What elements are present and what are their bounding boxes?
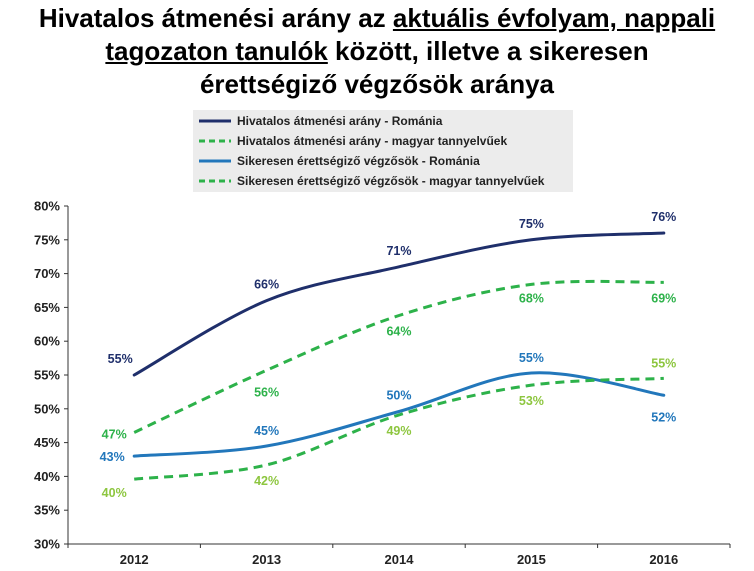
data-label: 53% — [519, 394, 544, 408]
data-label: 69% — [651, 291, 676, 305]
x-tick-label: 2014 — [385, 552, 415, 567]
data-label: 47% — [102, 427, 127, 441]
data-label: 40% — [102, 486, 127, 500]
y-tick-label: 40% — [34, 469, 60, 484]
y-tick-label: 80% — [34, 199, 60, 214]
legend-label-1: Hivatalos átmenési arány - magyar tannye… — [237, 134, 508, 148]
data-label: 66% — [254, 278, 279, 292]
title-part-2: aktuális évfolyam, nappali — [392, 3, 716, 33]
x-tick-label: 2015 — [517, 552, 546, 567]
data-label: 52% — [651, 410, 676, 424]
data-label: 56% — [254, 385, 279, 399]
series-line-0 — [132, 231, 666, 377]
legend-swatch-2 — [199, 159, 231, 163]
y-tick-label: 75% — [34, 232, 60, 247]
data-label: 68% — [519, 291, 544, 305]
data-label: 75% — [519, 217, 544, 231]
legend-label-3: Sikeresen érettségiző végzősök - magyar … — [237, 174, 545, 188]
data-label: 55% — [651, 356, 676, 370]
data-label: 49% — [386, 424, 411, 438]
title-part-4: között, illetve a sikeresen — [327, 36, 649, 66]
x-tick-label: 2013 — [252, 552, 281, 567]
y-tick-label: 45% — [34, 435, 60, 450]
title-part-1: Hivatalos átmenési arány az — [38, 3, 393, 33]
chart-legend: Hivatalos átmenési arány - Románia Hivat… — [193, 110, 573, 192]
series-line-1 — [133, 279, 664, 434]
x-tick-label: 2016 — [649, 552, 678, 567]
legend-entry-1: Hivatalos átmenési arány - magyar tannye… — [199, 131, 507, 151]
y-tick-label: 70% — [34, 266, 60, 281]
legend-entry-3: Sikeresen érettségiző végzősök - magyar … — [199, 171, 544, 191]
y-tick-label: 65% — [34, 300, 60, 315]
chart-title: Hivatalos átmenési arány az aktuális évf… — [0, 2, 754, 101]
data-label: 45% — [254, 424, 279, 438]
y-tick-label: 35% — [34, 503, 60, 518]
legend-swatch-1 — [199, 139, 231, 143]
series-line-2 — [132, 371, 666, 458]
legend-swatch-0 — [199, 119, 231, 123]
data-label: 43% — [100, 450, 125, 464]
data-label: 55% — [108, 352, 133, 366]
data-label: 42% — [254, 474, 279, 488]
series-line-3 — [134, 376, 664, 481]
y-tick-label: 30% — [34, 537, 60, 552]
x-tick-label: 2012 — [120, 552, 149, 567]
y-tick-label: 50% — [34, 401, 60, 416]
legend-entry-0: Hivatalos átmenési arány - Románia — [199, 111, 442, 131]
data-label: 55% — [519, 351, 544, 365]
legend-swatch-3 — [199, 179, 231, 183]
data-label: 64% — [386, 325, 411, 339]
data-label: 71% — [386, 244, 411, 258]
legend-entry-2: Sikeresen érettségiző végzősök - Románia — [199, 151, 480, 171]
data-label: 76% — [651, 210, 676, 224]
title-part-5: érettségiző végzősök aránya — [199, 69, 555, 99]
y-tick-label: 60% — [34, 334, 60, 349]
legend-label-2: Sikeresen érettségiző végzősök - Románia — [237, 154, 480, 168]
data-label: 50% — [386, 389, 411, 403]
y-tick-label: 55% — [34, 368, 60, 383]
title-part-3: tagozaton tanulók — [105, 36, 328, 66]
legend-label-0: Hivatalos átmenési arány - Románia — [237, 114, 443, 128]
